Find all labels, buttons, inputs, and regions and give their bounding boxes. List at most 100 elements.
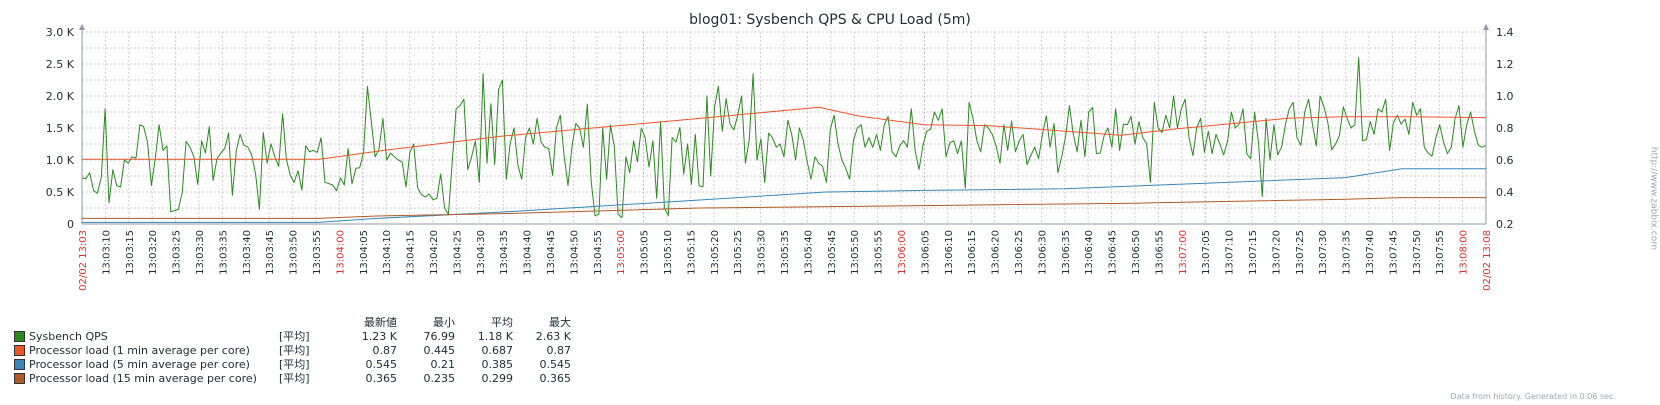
y-tick-label-left: 2.5 K [46,58,75,71]
x-tick-label: 13:03:15 [125,230,136,275]
grid-lines [81,31,1487,225]
x-tick-label: 13:04:20 [429,230,440,275]
x-tick-label: 13:06:20 [991,230,1002,275]
y-tick-label-right: 1.4 [1496,26,1514,39]
chart-title: blog01: Sysbench QPS & CPU Load (5m) [689,12,971,28]
x-tick-label: 02/02 13:08 [1482,230,1493,291]
x-tick-label: 13:03:30 [195,230,206,275]
x-tick-label: 13:07:15 [1248,230,1259,275]
x-tick-label: 13:05:20 [710,230,721,275]
legend-min: 0.445 [423,344,456,357]
x-tick-label: 13:05:45 [827,230,838,275]
legend-avg: 1.18 K [477,330,513,343]
y-tick-label-right: 0.2 [1496,218,1514,231]
legend-row: Processor load (5 min average per core) … [14,358,571,372]
y-tick-label-right: 0.4 [1496,186,1514,199]
legend-header-min: 最小 [433,316,455,329]
legend-swatch [14,359,25,370]
legend-row: Processor load (15 min average per core)… [14,372,571,386]
x-tick-label: 02/02 13:03 [78,230,89,291]
series-lines [81,57,1487,223]
y-axis-left-arrow [79,24,85,30]
y-tick-label-left: 1.5 K [46,122,75,135]
x-tick-label: 13:07:40 [1365,230,1376,275]
x-tick-label: 13:05:15 [686,230,697,275]
legend-func: [平均] [279,330,310,343]
x-tick-label: 13:05:35 [780,230,791,275]
y-axis-left: 0 0.5 K 1.0 K 1.5 K 2.0 K 2.5 K 3.0 K [46,26,75,231]
legend-func: [平均] [279,372,310,385]
legend-swatch [14,345,25,356]
y-axis-right: 0.2 0.4 0.6 0.8 1.0 1.2 1.4 [1496,26,1514,231]
y-tick-label-left: 2.0 K [46,90,75,103]
x-tick-label: 13:03:50 [289,230,300,275]
y-tick-label-right: 0.6 [1496,154,1514,167]
x-tick-label: 13:05:00 [616,230,627,275]
x-tick-label: 13:03:20 [148,230,159,275]
legend-last: 0.87 [372,344,398,357]
x-tick-label: 13:05:40 [803,230,814,275]
x-tick-label: 13:05:25 [733,230,744,275]
x-tick-label: 13:05:50 [850,230,861,275]
x-tick-label: 13:06:25 [1014,230,1025,275]
x-tick-label: 13:04:55 [593,230,604,275]
x-tick-label: 13:06:00 [897,230,908,275]
legend-header-last: 最新値 [364,316,397,329]
x-tick-label: 13:07:10 [1225,230,1236,275]
x-tick-label: 13:06:10 [944,230,955,275]
legend-max: 2.63 K [535,330,571,343]
legend-avg: 0.687 [481,344,514,357]
zabbix-watermark: http://www.zabbix.com [1648,146,1658,250]
legend-row: Sysbench QPS [平均] 1.23 K 76.99 1.18 K 2.… [14,330,571,344]
generation-note: Data from history. Generated in 0.06 sec… [1450,392,1616,401]
x-tick-label: 13:06:40 [1084,230,1095,275]
x-tick-label: 13:06:05 [920,230,931,275]
x-tick-label: 13:06:15 [967,230,978,275]
legend-series-name: Processor load (1 min average per core) [29,344,250,357]
series-line-2 [82,168,1486,223]
legend-header-row: 最新値 最小 平均 最大 [14,316,571,330]
y-axis-right-arrow [1483,24,1489,30]
legend-swatch [14,373,25,384]
y-tick-label-right: 1.0 [1496,90,1514,103]
series-line-1 [82,106,1487,160]
y-tick-label-right: 1.2 [1496,58,1514,71]
x-tick-label: 13:06:50 [1131,230,1142,275]
legend-last: 0.365 [365,372,398,385]
x-tick-label: 13:03:55 [312,230,323,275]
x-tick-label: 13:07:55 [1435,230,1446,275]
legend-max: 0.87 [546,344,572,357]
x-tick-label: 13:06:35 [1061,230,1072,275]
x-tick-label: 13:03:45 [265,230,276,275]
legend-min: 76.99 [423,330,456,343]
legend-func: [平均] [279,358,310,371]
x-tick-label: 13:06:55 [1154,230,1165,275]
x-tick-label: 13:04:50 [569,230,580,275]
legend-avg: 0.385 [481,358,514,371]
legend-header-avg: 平均 [491,316,513,329]
x-tick-label: 13:04:45 [546,230,557,275]
legend-func: [平均] [279,344,310,357]
y-tick-label-left: 3.0 K [46,26,75,39]
plot-frame [79,24,1489,225]
legend-max: 0.365 [539,372,572,385]
x-axis: 02/02 13:03 13:03:10 13:03:15 13:03:20 13:03… [78,230,1493,291]
series-line-0 [81,57,1487,219]
x-tick-label: 13:05:10 [663,230,674,275]
x-tick-label: 13:07:25 [1295,230,1306,275]
x-tick-label: 13:07:35 [1342,230,1353,275]
legend-max: 0.545 [539,358,572,371]
legend-swatch [14,331,25,342]
x-tick-label: 13:06:30 [1037,230,1048,275]
legend-series-name: Processor load (15 min average per core) [29,372,257,385]
y-tick-label-right: 0.8 [1496,122,1514,135]
x-tick-label: 13:07:20 [1271,230,1282,275]
x-tick-label: 13:07:05 [1201,230,1212,275]
x-tick-label: 13:06:45 [1108,230,1119,275]
x-tick-label: 13:05:55 [874,230,885,275]
legend-last: 0.545 [365,358,398,371]
y-tick-label-left: 1.0 K [46,154,75,167]
x-tick-label: 13:05:05 [640,230,651,275]
x-tick-label: 13:07:50 [1412,230,1423,275]
